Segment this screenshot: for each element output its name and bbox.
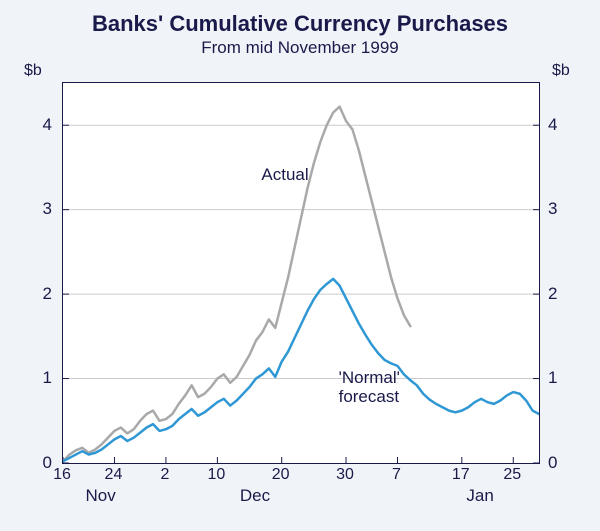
y-tick-left-1: 1 — [0, 368, 52, 388]
plot-svg — [63, 83, 539, 463]
x-tick-5: 30 — [330, 466, 360, 484]
series-label--normal--forecast: 'Normal'forecast — [339, 369, 400, 406]
series--normal--forecast — [63, 279, 539, 461]
plot-area — [62, 82, 540, 464]
x-month-0: Nov — [76, 486, 126, 506]
x-tick-1: 24 — [98, 466, 128, 484]
y-tick-left-4: 4 — [0, 115, 52, 135]
y-tick-right-0: 0 — [548, 453, 557, 473]
series-label-actual: Actual — [261, 166, 308, 185]
y-label-left: $b — [24, 62, 42, 80]
y-tick-right-4: 4 — [548, 115, 557, 135]
x-tick-4: 20 — [266, 466, 296, 484]
y-label-right: $b — [552, 62, 570, 80]
chart-title: Banks' Cumulative Currency Purchases — [0, 0, 600, 36]
x-tick-2: 2 — [150, 466, 180, 484]
x-tick-0: 16 — [47, 466, 77, 484]
x-month-1: Dec — [230, 486, 280, 506]
x-month-2: Jan — [455, 486, 505, 506]
y-tick-right-1: 1 — [548, 368, 557, 388]
x-tick-3: 10 — [201, 466, 231, 484]
y-tick-right-3: 3 — [548, 199, 557, 219]
chart-container: Banks' Cumulative Currency Purchases Fro… — [0, 0, 600, 531]
series-actual — [63, 107, 410, 462]
y-tick-left-2: 2 — [0, 284, 52, 304]
x-tick-7: 17 — [446, 466, 476, 484]
chart-subtitle: From mid November 1999 — [0, 38, 600, 58]
y-tick-right-2: 2 — [548, 284, 557, 304]
x-tick-6: 7 — [381, 466, 411, 484]
x-tick-8: 25 — [497, 466, 527, 484]
y-tick-left-3: 3 — [0, 199, 52, 219]
y-tick-left-0: 0 — [0, 453, 52, 473]
